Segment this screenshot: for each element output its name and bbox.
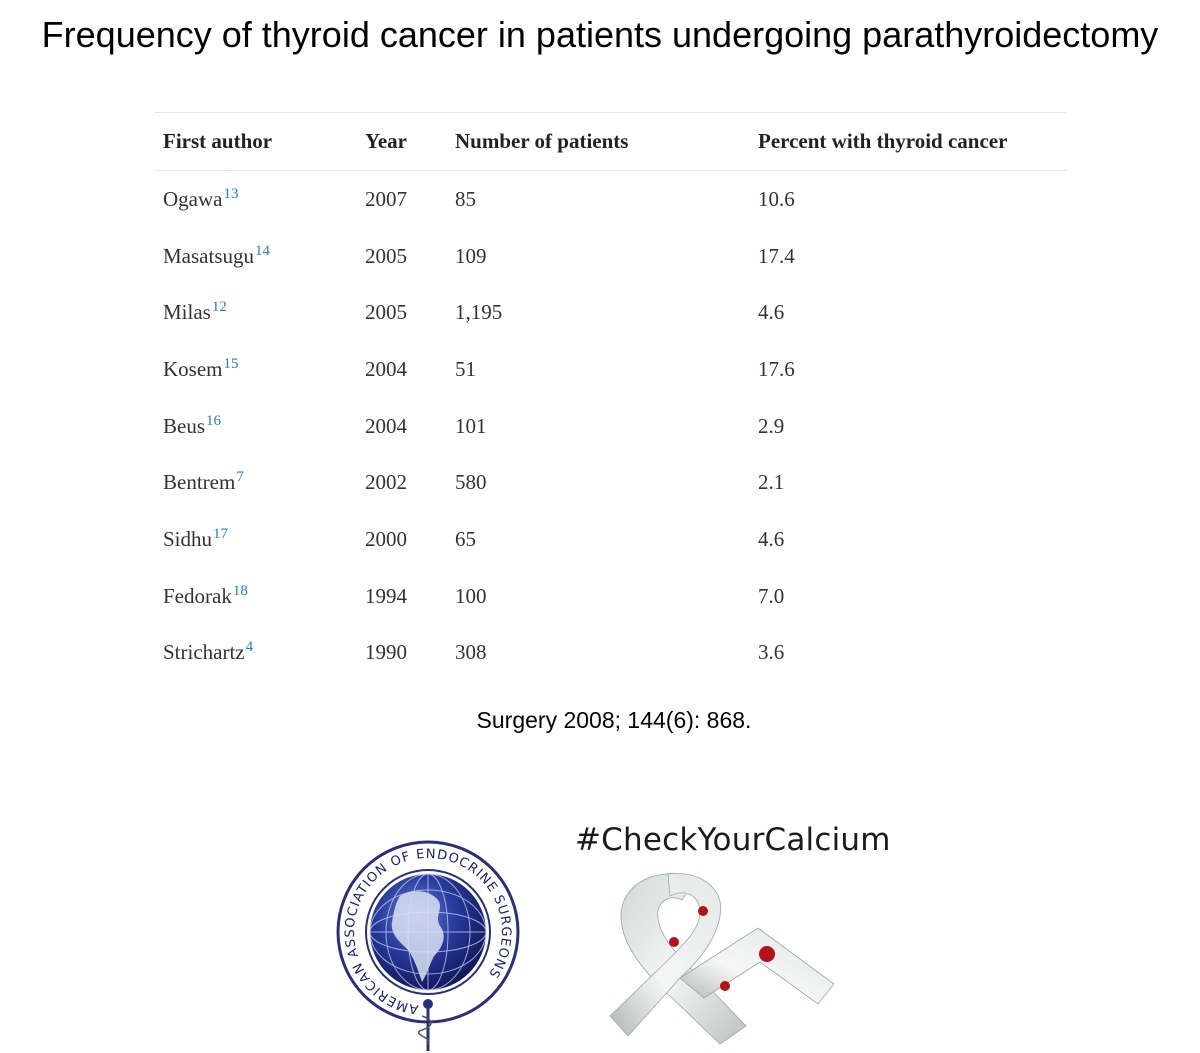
percent-cell: 17.6: [758, 356, 795, 381]
author-name: Beus: [163, 413, 205, 438]
patients-cell: 109: [455, 243, 487, 268]
reference-link[interactable]: 18: [232, 582, 248, 599]
percent-cell: 3.6: [758, 640, 785, 665]
patients-cell: 51: [455, 356, 476, 381]
reference-link[interactable]: 17: [213, 525, 229, 542]
percent-cell: 4.6: [758, 526, 785, 551]
author-cell: Milas12: [154, 284, 356, 341]
table-row: Fedorak18 1994 100 7.0: [154, 568, 1067, 625]
percent-cell: 17.4: [758, 243, 795, 268]
year-cell: 1990: [365, 640, 407, 665]
year-cell: 2002: [365, 470, 407, 495]
reference-link[interactable]: 12: [211, 299, 227, 316]
author-name: Milas: [163, 300, 211, 325]
table-row: Bentrem7 2002 580 2.1: [154, 454, 1067, 511]
author-cell: Beus16: [154, 398, 356, 455]
author-cell: Kosem15: [154, 341, 356, 398]
table-row: Sidhu17 2000 65 4.6: [154, 511, 1067, 568]
table-row: Kosem15 2004 51 17.6: [154, 341, 1067, 398]
year-cell: 2005: [365, 300, 407, 325]
year-cell: 2004: [365, 413, 407, 438]
percent-cell: 4.6: [758, 300, 785, 325]
percent-cell: 2.9: [758, 413, 785, 438]
author-cell: Ogawa13: [154, 171, 356, 228]
patients-cell: 308: [455, 640, 487, 665]
header-number-of-patients: Number of patients: [455, 129, 629, 153]
reference-link[interactable]: 7: [236, 469, 244, 486]
patients-cell: 1,195: [455, 300, 503, 325]
author-cell: Strichartz4: [154, 625, 356, 682]
awareness-ribbon-icon: [609, 872, 835, 1045]
percent-cell: 7.0: [758, 583, 785, 608]
citation: Surgery 2008; 144(6): 868.: [476, 707, 752, 733]
table-row: Ogawa13 2007 85 10.6: [154, 171, 1067, 228]
year-cell: 2005: [365, 243, 407, 268]
author-name: Kosem: [163, 356, 223, 381]
table-row: Milas12 2005 1,195 4.6: [154, 284, 1067, 341]
table-header-row: First author Year Number of patients Per…: [154, 112, 1067, 171]
header-percent-thyroid-cancer: Percent with thyroid cancer: [758, 129, 1008, 153]
thyroid-cancer-table: First author Year Number of patients Per…: [154, 112, 1067, 681]
table-row: Beus16 2004 101 2.9: [154, 398, 1067, 455]
reference-link[interactable]: 13: [223, 185, 239, 202]
table-row: Strichartz4 1990 308 3.6: [154, 625, 1067, 682]
author-cell: Sidhu17: [154, 511, 356, 568]
author-cell: Masatsugu14: [154, 228, 356, 285]
author-name: Masatsugu: [163, 243, 254, 268]
author-cell: Bentrem7: [154, 454, 356, 511]
author-name: Sidhu: [163, 526, 213, 551]
year-cell: 2007: [365, 186, 407, 211]
patients-cell: 65: [455, 526, 476, 551]
page-title: Frequency of thyroid cancer in patients …: [41, 14, 1159, 55]
author-name: Ogawa: [163, 186, 223, 211]
reference-link[interactable]: 4: [245, 639, 254, 656]
header-first-author: First author: [163, 129, 273, 153]
table-row: Masatsugu14 2005 109 17.4: [154, 228, 1067, 285]
patients-cell: 100: [455, 583, 487, 608]
author-cell: Fedorak18: [154, 568, 356, 625]
author-name: Fedorak: [163, 583, 232, 608]
campaign-hashtag: #CheckYourCalcium: [575, 822, 891, 858]
percent-cell: 2.1: [758, 470, 785, 495]
aaes-logo: AMERICAN ASSOCIATION OF ENDOCRINE SURGEO…: [336, 840, 520, 1051]
patients-cell: 85: [455, 186, 476, 211]
reference-link[interactable]: 15: [223, 355, 239, 372]
percent-cell: 10.6: [758, 186, 795, 211]
reference-link[interactable]: 14: [255, 242, 270, 259]
author-name: Strichartz: [163, 640, 245, 665]
year-cell: 2004: [365, 356, 407, 381]
header-year: Year: [365, 129, 407, 153]
year-cell: 2000: [365, 526, 407, 551]
patients-cell: 580: [455, 470, 487, 495]
year-cell: 1994: [365, 583, 407, 608]
patients-cell: 101: [455, 413, 487, 438]
reference-link[interactable]: 16: [206, 412, 221, 429]
author-name: Bentrem: [163, 470, 236, 495]
